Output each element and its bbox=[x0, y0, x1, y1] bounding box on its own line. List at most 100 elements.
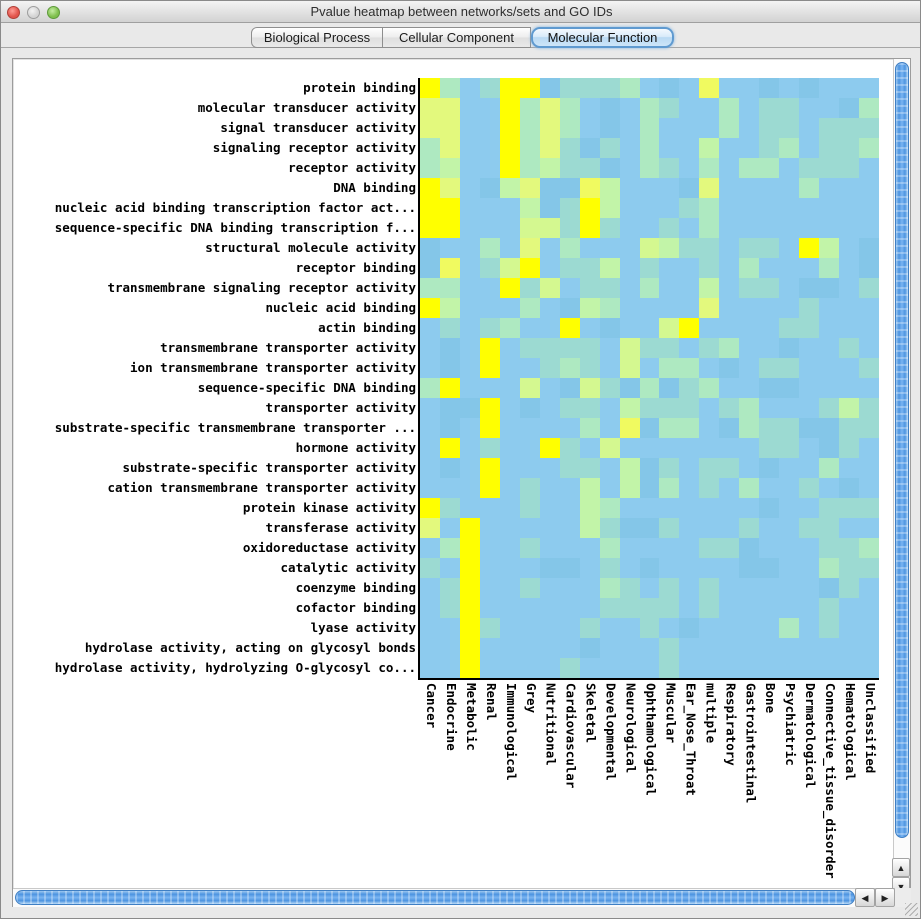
heatmap-cell bbox=[839, 638, 860, 658]
heatmap-cell bbox=[659, 198, 680, 218]
heatmap-cell bbox=[539, 418, 560, 438]
column-label: Hematological bbox=[843, 683, 859, 781]
close-button[interactable] bbox=[7, 6, 20, 19]
row-label: catalytic activity bbox=[280, 560, 416, 575]
heatmap-cell bbox=[739, 658, 760, 678]
heatmap-cell bbox=[699, 378, 720, 398]
heatmap-cell bbox=[420, 78, 440, 98]
column-label: Unclassified bbox=[863, 683, 879, 774]
heatmap-cell bbox=[679, 218, 700, 238]
heatmap-cell bbox=[599, 318, 620, 338]
heatmap-cell bbox=[519, 98, 540, 118]
heatmap-cell bbox=[639, 178, 660, 198]
heatmap-cell bbox=[859, 578, 879, 598]
heatmap-cell bbox=[859, 378, 879, 398]
title-bar[interactable]: Pvalue heatmap between networks/sets and… bbox=[1, 1, 920, 23]
heatmap-cell bbox=[519, 78, 540, 98]
scroll-left-button[interactable]: ◀ bbox=[855, 888, 875, 907]
heatmap-cell bbox=[519, 178, 540, 198]
heatmap-cell bbox=[639, 238, 660, 258]
heatmap-cell bbox=[639, 598, 660, 618]
heatmap-cell bbox=[420, 198, 440, 218]
heatmap-cell bbox=[599, 598, 620, 618]
heatmap-cell bbox=[579, 598, 600, 618]
heatmap-cell bbox=[659, 638, 680, 658]
heatmap-cell bbox=[599, 198, 620, 218]
heatmap-cell bbox=[779, 578, 800, 598]
heatmap-cell bbox=[839, 658, 860, 678]
scroll-up-button[interactable]: ▲ bbox=[892, 858, 910, 877]
heatmap-cell bbox=[699, 278, 720, 298]
heatmap-cell bbox=[420, 398, 440, 418]
heatmap-cell bbox=[459, 158, 480, 178]
heatmap-cell bbox=[719, 138, 740, 158]
heatmap-cell bbox=[619, 578, 640, 598]
row-label: transferase activity bbox=[265, 520, 416, 535]
row-label: receptor binding bbox=[295, 260, 416, 275]
down-arrow-icon: ▼ bbox=[896, 882, 906, 892]
heatmap-cell bbox=[799, 638, 820, 658]
heatmap-cell bbox=[679, 238, 700, 258]
heatmap-cell bbox=[779, 258, 800, 278]
heatmap-cell bbox=[779, 538, 800, 558]
heatmap-cell bbox=[859, 158, 879, 178]
resize-grip-icon[interactable] bbox=[905, 903, 918, 916]
horizontal-scrollbar-thumb[interactable] bbox=[15, 890, 855, 905]
heatmap-cell bbox=[859, 458, 879, 478]
tab-biological-process[interactable]: Biological Process bbox=[251, 27, 383, 48]
heatmap-cell bbox=[599, 418, 620, 438]
heatmap-cell bbox=[819, 558, 840, 578]
heatmap-cell bbox=[719, 558, 740, 578]
heatmap-cell bbox=[479, 318, 500, 338]
heatmap-cell bbox=[479, 178, 500, 198]
heatmap-cell bbox=[859, 478, 879, 498]
heatmap-cell bbox=[799, 378, 820, 398]
heatmap-cell bbox=[439, 378, 460, 398]
minimize-button[interactable] bbox=[27, 6, 40, 19]
heatmap-cell bbox=[699, 138, 720, 158]
scroll-right-button[interactable]: ▶ bbox=[875, 888, 895, 907]
heatmap-cell bbox=[459, 298, 480, 318]
zoom-button[interactable] bbox=[47, 6, 60, 19]
heatmap-cell bbox=[539, 558, 560, 578]
heatmap-cell bbox=[619, 438, 640, 458]
tab-cellular-component[interactable]: Cellular Component bbox=[383, 27, 531, 48]
heatmap-cell bbox=[659, 438, 680, 458]
heatmap-cell bbox=[659, 378, 680, 398]
heatmap-cell bbox=[859, 358, 879, 378]
heatmap-cell bbox=[819, 138, 840, 158]
heatmap-cell bbox=[839, 458, 860, 478]
column-label: Developmental bbox=[603, 683, 619, 781]
heatmap-cell bbox=[559, 658, 580, 678]
heatmap-cell bbox=[519, 238, 540, 258]
heatmap-cell bbox=[859, 198, 879, 218]
heatmap-cell bbox=[839, 338, 860, 358]
heatmap-cell bbox=[659, 98, 680, 118]
heatmap-cell bbox=[479, 298, 500, 318]
heatmap-cell bbox=[659, 258, 680, 278]
heatmap-cell bbox=[779, 558, 800, 578]
heatmap-cell bbox=[499, 158, 520, 178]
heatmap-cell bbox=[819, 118, 840, 138]
column-label: Endocrine bbox=[443, 683, 459, 751]
tab-molecular-function[interactable]: Molecular Function bbox=[531, 27, 674, 48]
heatmap-cell bbox=[479, 498, 500, 518]
heatmap-cell bbox=[619, 178, 640, 198]
heatmap-cell bbox=[619, 298, 640, 318]
heatmap-cell bbox=[599, 238, 620, 258]
heatmap-cell bbox=[659, 498, 680, 518]
vertical-scrollbar-thumb[interactable] bbox=[894, 62, 909, 838]
heatmap-cell bbox=[799, 358, 820, 378]
heatmap-cell bbox=[420, 578, 440, 598]
heatmap-cell bbox=[519, 558, 540, 578]
heatmap-cell bbox=[679, 338, 700, 358]
heatmap-cell bbox=[659, 158, 680, 178]
row-label: cation transmembrane transporter activit… bbox=[107, 480, 416, 495]
heatmap-cell bbox=[759, 338, 780, 358]
heatmap-cell bbox=[459, 598, 480, 618]
heatmap-cell bbox=[539, 578, 560, 598]
heatmap-cell bbox=[679, 138, 700, 158]
heatmap-cell bbox=[619, 458, 640, 478]
row-labels: protein binding molecular transducer acti… bbox=[16, 78, 416, 678]
heatmap-cell bbox=[839, 78, 860, 98]
